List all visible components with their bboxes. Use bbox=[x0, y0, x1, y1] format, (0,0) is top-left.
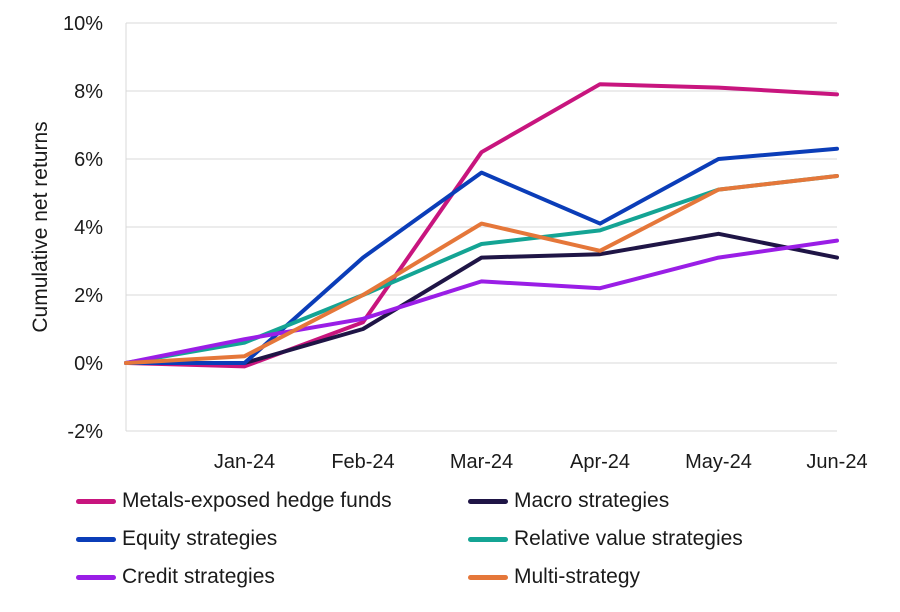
x-tick-label: Jan-24 bbox=[214, 451, 275, 473]
legend-label: Macro strategies bbox=[514, 489, 670, 512]
legend-label: Credit strategies bbox=[122, 565, 275, 588]
legend-swatch bbox=[76, 574, 116, 580]
x-tick-labels: Jan-24 Feb-24 Mar-24 Apr-24 May-24 Jun-24 bbox=[214, 451, 868, 473]
legend-item: Multi-strategy bbox=[468, 564, 640, 590]
legend-item: Metals-exposed hedge funds bbox=[76, 488, 392, 514]
gridlines bbox=[126, 22, 837, 432]
legend-item: Credit strategies bbox=[76, 564, 275, 590]
legend-label: Equity strategies bbox=[122, 527, 278, 550]
y-tick-label: 0% bbox=[74, 353, 103, 375]
series-line-credit-strategies bbox=[124, 238, 839, 365]
legend-label: Multi-strategy bbox=[514, 565, 641, 588]
legend-label: Relative value strategies bbox=[514, 527, 743, 550]
series-lines bbox=[124, 82, 839, 369]
legend-item: Relative value strategies bbox=[468, 526, 743, 552]
series-line-equity-strategies bbox=[124, 146, 839, 365]
legend-swatch bbox=[468, 498, 508, 504]
legend-swatch bbox=[468, 574, 508, 580]
series-line-metals-exposed-hedge-funds bbox=[124, 82, 839, 369]
y-axis-title: Cumulative net returns bbox=[29, 121, 52, 332]
series-line-multi-strategy bbox=[124, 174, 839, 365]
y-tick-label: 4% bbox=[74, 217, 103, 239]
y-tick-label: 2% bbox=[74, 285, 103, 307]
legend-label: Metals-exposed hedge funds bbox=[122, 489, 392, 512]
y-tick-label: -2% bbox=[67, 421, 103, 443]
y-tick-label: 6% bbox=[74, 149, 103, 171]
x-tick-label: Feb-24 bbox=[331, 451, 394, 473]
legend-swatch bbox=[76, 498, 116, 504]
legend-item: Macro strategies bbox=[468, 488, 669, 514]
y-tick-labels: -2% 0% 2% 4% 6% 8% 10% bbox=[63, 13, 103, 443]
x-tick-label: Jun-24 bbox=[806, 451, 867, 473]
y-tick-label: 8% bbox=[74, 81, 103, 103]
legend-swatch bbox=[468, 536, 508, 542]
series-line-relative-value-strategies bbox=[124, 174, 839, 365]
y-tick-label: 10% bbox=[63, 13, 103, 35]
x-tick-label: Mar-24 bbox=[450, 451, 513, 473]
x-tick-label: Apr-24 bbox=[570, 451, 630, 473]
legend-item: Equity strategies bbox=[76, 526, 277, 552]
x-tick-label: May-24 bbox=[685, 451, 752, 473]
legend-swatch bbox=[76, 536, 116, 542]
